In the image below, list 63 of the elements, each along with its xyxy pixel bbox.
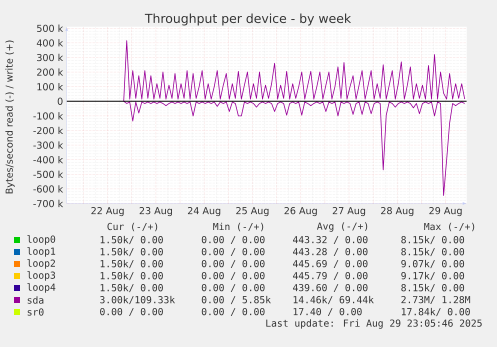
text: 0.00 / 5.85k [202,296,271,304]
text: 2.73M/ 1.28M [401,296,470,304]
x-tick-label: 24 Aug [188,207,220,216]
text: 1.50k/ 0.00 [100,272,163,280]
x-tick-label: 22 Aug [91,207,124,216]
x-tick-label: 27 Aug [332,207,366,216]
text: Max (-/+) [424,222,474,232]
text: 443.28 / 0.00 [292,248,368,256]
x-tick-label: 23 Aug [140,207,172,216]
text: Cur (-/+) [107,222,158,232]
y-tick-label: 0 [58,98,63,105]
legend-label: loop0 [27,235,56,245]
text: 0.00 / 0.00 [202,248,265,256]
text: 17.40 / 0.00 [294,308,362,316]
y-tick-label: 400 k [36,39,64,47]
text: 8.15k/ 0.00 [401,284,464,292]
text: 445.79 / 0.00 [292,272,368,280]
y-tick-label: -400 k [33,156,64,164]
text: 445.69 / 0.00 [292,260,368,268]
text: 14.46k/ 69.44k [294,296,374,304]
y-tick-label: 300 k [37,54,64,62]
y-tick-label: -100 k [33,112,64,120]
text: 8.15k/ 0.00 [401,248,464,256]
legend-label: loop4 [27,283,56,293]
text: Last update: Fri Aug 29 23:05:46 2025 [266,319,482,329]
y-tick-label: 500 k [37,24,64,32]
y-tick-label: -500 k [33,170,64,178]
y-tick-label: -300 k [33,141,64,149]
legend-label: sr0 [28,308,44,316]
text: 0.00 / 0.00 [202,284,265,292]
text: 0.00 / 0.00 [202,308,265,316]
legend-label: loop3 [27,271,56,281]
y-tick-label: 200 k [37,68,64,76]
text: 0.00 / 0.00 [202,272,265,280]
text: 439.60 / 0.00 [292,284,368,292]
text: 9.17k/ 0.00 [401,272,464,280]
y-tick-label: -200 k [33,126,64,134]
chart-title: Throughput per device - by week [144,13,352,26]
legend-label: sda [28,296,44,304]
text: 1.50k/ 0.00 [100,284,163,292]
text: 3.00k/109.33k [100,296,175,304]
y-tick-label: -600 k [33,185,64,193]
y-tick-label: 100 k [37,82,64,90]
x-tick-label: 29 Aug [429,207,462,216]
x-tick-label: 28 Aug [381,207,414,216]
text: 8.15k/ 0.00 [401,236,464,244]
x-tick-label: 26 Aug [284,207,317,216]
text: 0.00 / 0.00 [100,308,163,316]
text: 0.00 / 0.00 [202,260,265,268]
text: 17.84k/ 0.00 [402,308,470,316]
text: 1.50k/ 0.00 [100,236,163,244]
text: Min (-/+) [213,222,264,232]
text: 9.07k/ 0.00 [401,260,464,268]
text: 1.50k/ 0.00 [100,248,163,256]
y-axis-title: Bytes/second read (-) / write (+) [5,40,15,194]
text: 443.32 / 0.00 [292,236,368,244]
text: 0.00 / 0.00 [202,236,265,244]
text: Avg (-/+) [316,222,368,232]
legend-label: loop2 [27,259,55,269]
x-tick-label: 25 Aug [236,207,269,216]
text: 1.50k/ 0.00 [100,260,163,268]
legend-label: loop1 [27,247,56,257]
y-tick-label: -700 k [33,200,64,208]
